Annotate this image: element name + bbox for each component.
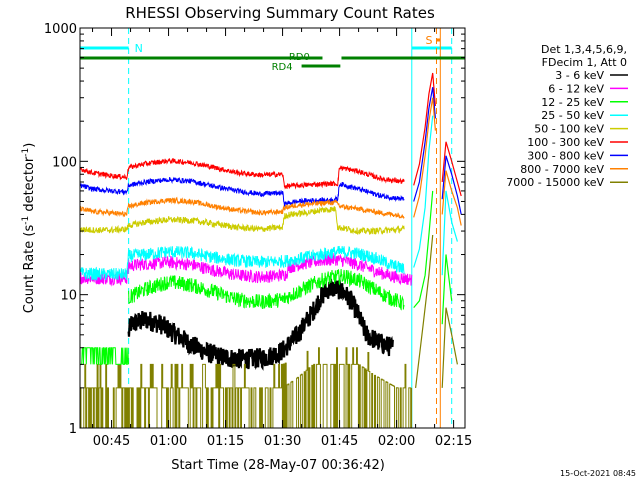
legend-entry-label: 3 - 6 keV <box>555 69 604 82</box>
legend-entry-label: 100 - 300 keV <box>527 136 604 149</box>
axis-ticks: 00:45 01:00 01:15 01:30 01:45 02:00 02:15 1 10 10… <box>44 22 472 449</box>
saa-label: S <box>425 34 432 47</box>
y-axis-label-main: Count Rate (s <box>22 225 37 314</box>
y-axis-label: Count Rate (s-1 detector-1) <box>21 143 37 314</box>
x-axis-label: Start Time (28-May-07 00:36:42) <box>171 458 385 473</box>
legend-entry-label: 6 - 12 keV <box>548 82 604 95</box>
series-line <box>128 268 405 311</box>
x-tick-label: 02:15 <box>435 434 472 449</box>
y-tick-label: 1 <box>69 422 77 437</box>
rd0-label: RD0 <box>289 52 310 63</box>
flare-segment <box>441 155 462 215</box>
series-line <box>127 278 394 371</box>
y-axis-label-exp2: -1 <box>21 148 31 157</box>
y-tick-label: 1000 <box>44 22 77 37</box>
rd4-label: RD4 <box>272 62 293 73</box>
chart-title: RHESSI Observing Summary Count Rates <box>125 4 435 22</box>
legend-entry-label: 800 - 7000 keV <box>520 163 604 176</box>
flare-segment <box>413 87 436 202</box>
series-line <box>79 196 405 220</box>
x-tick-label: 02:00 <box>378 434 415 449</box>
legend-entry-label: 12 - 25 keV <box>541 96 604 109</box>
flare-segment <box>441 307 458 388</box>
series-800-7000keV-kev <box>79 196 405 220</box>
x-tick-label: 01:15 <box>207 434 244 449</box>
legend: Det 1,3,4,5,6,9, FDecim 1, Att 0 3 - 6 k… <box>506 43 628 189</box>
night-label: N <box>135 42 143 55</box>
flare-segment <box>441 254 453 325</box>
y-axis-label-exp1: -1 <box>21 216 31 225</box>
series-50-100keV-kev <box>79 206 405 236</box>
series-line <box>79 176 405 208</box>
flare-segment <box>413 97 436 218</box>
series-line <box>79 157 405 190</box>
series-layer <box>79 157 413 429</box>
series-100-300keV-kev <box>79 157 405 190</box>
x-tick-label: 01:45 <box>321 434 358 449</box>
plot-frame <box>79 27 466 429</box>
series-6-12keV-kev <box>79 253 413 287</box>
series-line <box>80 347 129 365</box>
legend-header-decimation: FDecim 1, Att 0 <box>542 56 627 69</box>
series-3-6-kev-early <box>80 347 129 365</box>
y-axis-label-close: ) <box>22 143 37 148</box>
generation-timestamp: 15-Oct-2021 08:45 <box>560 469 636 478</box>
flare-layer <box>413 72 462 388</box>
legend-entry-label: 50 - 100 keV <box>534 123 604 136</box>
x-tick-label: 00:45 <box>93 434 130 449</box>
flare-segment <box>413 115 434 268</box>
legend-entry-label: 300 - 800 keV <box>527 149 604 162</box>
series-12-25keV-kev <box>128 268 405 311</box>
flare-segment <box>413 190 434 308</box>
y-axis-label-mid: detector <box>22 156 37 216</box>
flare-segment <box>413 72 436 186</box>
flare-segment <box>441 190 458 276</box>
series-line <box>79 206 405 236</box>
series-25-50keV-kev <box>79 245 405 281</box>
series-line <box>79 245 405 281</box>
x-tick-label: 01:30 <box>264 434 301 449</box>
series-7000-15000keV-kev <box>80 347 413 429</box>
legend-entry-label: 7000 - 15000 keV <box>506 176 604 189</box>
y-tick-label: 10 <box>60 289 77 304</box>
series-line <box>80 347 413 429</box>
flare-segment <box>441 141 462 197</box>
legend-header-detectors: Det 1,3,4,5,6,9, <box>541 43 627 56</box>
flare-segment <box>415 234 434 388</box>
flare-segment <box>441 170 462 226</box>
x-tick-label: 01:00 <box>150 434 187 449</box>
y-tick-label: 100 <box>52 155 77 170</box>
legend-entry-label: 25 - 50 keV <box>541 109 604 122</box>
series-300-800keV-kev <box>79 176 405 208</box>
series-line <box>79 253 413 287</box>
series-3-6keV-kev <box>127 278 394 371</box>
